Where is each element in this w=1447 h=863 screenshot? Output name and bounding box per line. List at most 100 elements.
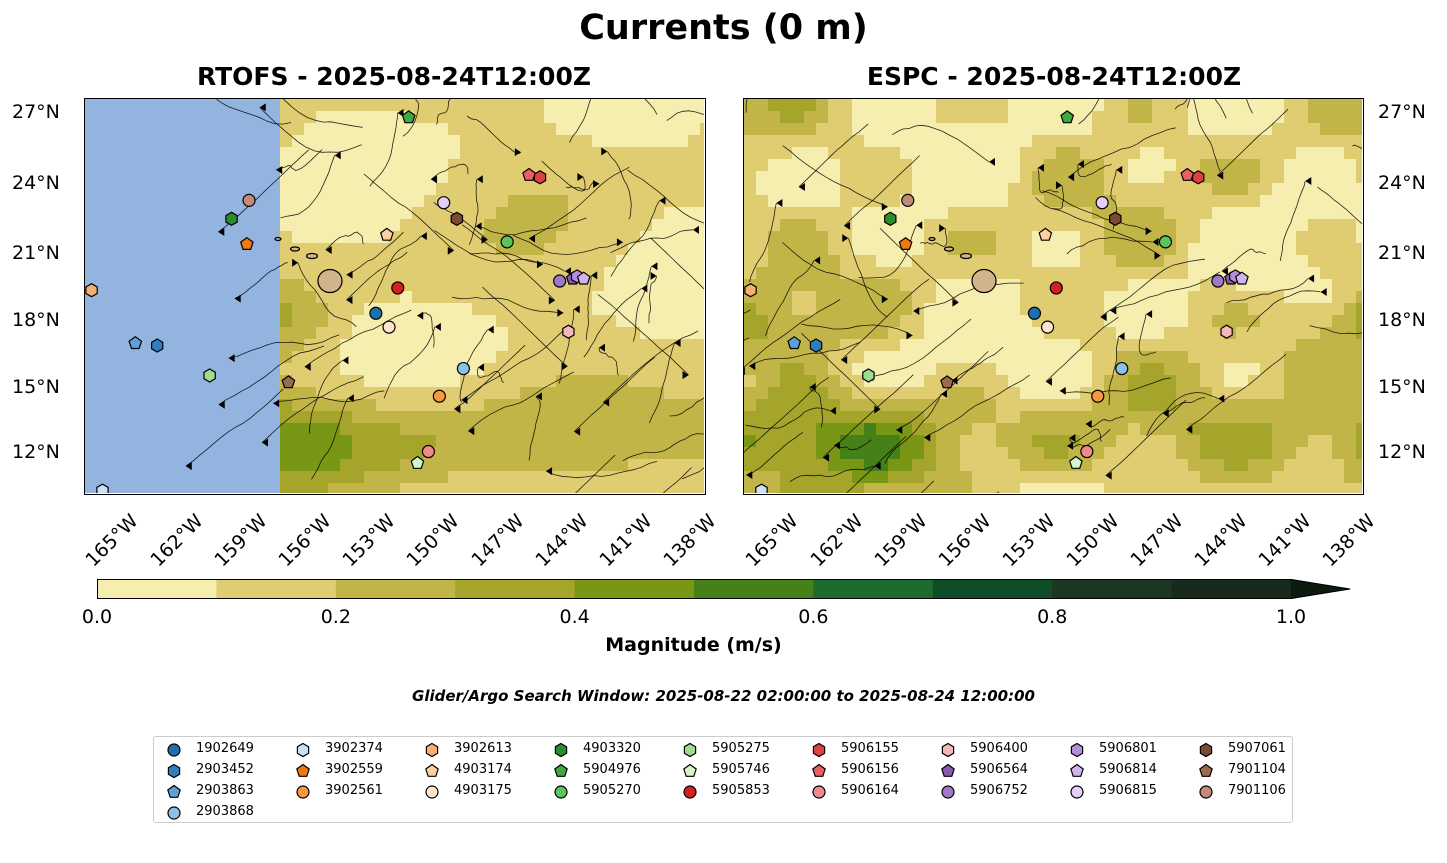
marker-4903175[interactable]	[425, 785, 439, 799]
field-cell	[1116, 351, 1129, 364]
marker-5905746[interactable]	[683, 763, 697, 777]
marker-1902649[interactable]	[1027, 306, 1042, 320]
marker-7901106[interactable]	[901, 193, 915, 207]
marker-3902374[interactable]	[296, 742, 310, 758]
marker-5905275[interactable]	[862, 368, 875, 383]
marker-2903868[interactable]	[167, 806, 181, 820]
marker-5904976[interactable]	[401, 110, 416, 124]
marker-5904976[interactable]	[1060, 110, 1075, 124]
marker-5906155[interactable]	[533, 170, 547, 185]
marker-5906814[interactable]	[1070, 763, 1084, 777]
marker-2903863[interactable]	[128, 335, 143, 350]
field-cell	[616, 483, 629, 494]
marker-5906814[interactable]	[576, 271, 591, 285]
marker-5905853[interactable]	[1049, 281, 1063, 295]
marker-5905746[interactable]	[410, 455, 425, 469]
marker-4903174[interactable]	[379, 227, 394, 241]
marker-5907061[interactable]	[450, 211, 464, 226]
marker-4903320[interactable]	[884, 211, 897, 226]
map-panel-espc[interactable]	[743, 98, 1364, 495]
marker-5906400[interactable]	[1220, 324, 1233, 339]
marker-3902559[interactable]	[239, 236, 254, 250]
marker-3902613[interactable]	[425, 742, 439, 758]
marker-5906752[interactable]	[941, 785, 955, 799]
marker-5906155[interactable]	[1192, 170, 1205, 185]
marker-5906815[interactable]	[1070, 785, 1084, 799]
marker-3902561[interactable]	[296, 785, 310, 799]
map-panel-rtofs[interactable]	[84, 98, 706, 495]
marker-3902559[interactable]	[898, 236, 913, 250]
marker-2903452[interactable]	[167, 763, 181, 779]
streamline-arrow	[798, 182, 805, 191]
marker-7901104[interactable]	[940, 375, 955, 389]
marker-5906752[interactable]	[1211, 274, 1225, 288]
field-cell	[496, 195, 509, 208]
marker-5905275[interactable]	[683, 742, 697, 758]
marker-3902559[interactable]	[296, 763, 310, 777]
marker-5906156[interactable]	[522, 167, 536, 181]
marker-5906164[interactable]	[1080, 444, 1094, 459]
marker-2903863[interactable]	[787, 335, 802, 350]
marker-7901106[interactable]	[242, 193, 256, 207]
field-cell	[364, 123, 377, 136]
marker-5906801[interactable]	[1070, 742, 1084, 758]
marker-5907061[interactable]	[1109, 211, 1122, 226]
marker-4903175[interactable]	[1040, 320, 1055, 334]
marker-3902374[interactable]	[755, 483, 768, 494]
marker-2903868[interactable]	[456, 361, 470, 376]
marker-5906156[interactable]	[1180, 167, 1195, 181]
marker-3902561[interactable]	[1091, 389, 1105, 403]
field-cell	[1080, 459, 1093, 472]
marker-4903320[interactable]	[554, 742, 568, 758]
field-cell	[280, 99, 293, 112]
marker-7901104[interactable]	[1199, 763, 1213, 777]
marker-4903174[interactable]	[425, 763, 439, 777]
marker-1902649[interactable]	[167, 743, 181, 757]
field-cell	[1188, 123, 1201, 136]
marker-7901106[interactable]	[1199, 785, 1213, 799]
field-cell	[852, 195, 865, 208]
marker-5907061[interactable]	[1199, 742, 1213, 758]
marker-3902561[interactable]	[432, 389, 446, 403]
marker-3902613[interactable]	[744, 283, 757, 298]
field-cell	[388, 219, 401, 232]
marker-5905270[interactable]	[554, 785, 568, 799]
marker-4903174[interactable]	[1038, 227, 1053, 241]
marker-2903452[interactable]	[150, 338, 164, 353]
marker-5906400[interactable]	[562, 324, 575, 339]
marker-2903868[interactable]	[1115, 361, 1129, 376]
marker-5906155[interactable]	[812, 742, 826, 758]
field-cell	[400, 291, 413, 304]
field-cell	[592, 255, 605, 268]
marker-5905270[interactable]	[1158, 235, 1173, 249]
marker-5906164[interactable]	[421, 444, 436, 459]
marker-2903863[interactable]	[167, 784, 181, 798]
marker-5905270[interactable]	[500, 235, 514, 249]
marker-5906156[interactable]	[812, 763, 826, 777]
marker-5905746[interactable]	[1068, 455, 1083, 469]
marker-5906752[interactable]	[553, 274, 567, 288]
marker-5905275[interactable]	[203, 368, 216, 383]
marker-1902649[interactable]	[369, 306, 383, 320]
marker-5905853[interactable]	[683, 785, 697, 799]
marker-5905853[interactable]	[391, 281, 405, 295]
marker-4903175[interactable]	[382, 320, 396, 334]
marker-4903320[interactable]	[225, 211, 238, 226]
field-cell	[304, 195, 317, 208]
streamline	[801, 323, 913, 336]
marker-5906564[interactable]	[941, 763, 955, 777]
marker-5906164[interactable]	[812, 785, 826, 799]
marker-5906400[interactable]	[941, 742, 955, 758]
marker-2903452[interactable]	[809, 338, 823, 353]
field-cell	[1308, 375, 1321, 388]
marker-5904976[interactable]	[554, 763, 568, 777]
marker-7901104[interactable]	[281, 375, 296, 389]
marker-3902374[interactable]	[96, 483, 109, 494]
marker-5906814[interactable]	[1234, 271, 1249, 285]
field-cell	[1140, 171, 1153, 184]
marker-5906815[interactable]	[1095, 196, 1109, 210]
marker-3902613[interactable]	[85, 283, 98, 298]
field-cell	[340, 423, 353, 436]
field-cell	[364, 219, 377, 232]
marker-5906815[interactable]	[437, 196, 451, 210]
